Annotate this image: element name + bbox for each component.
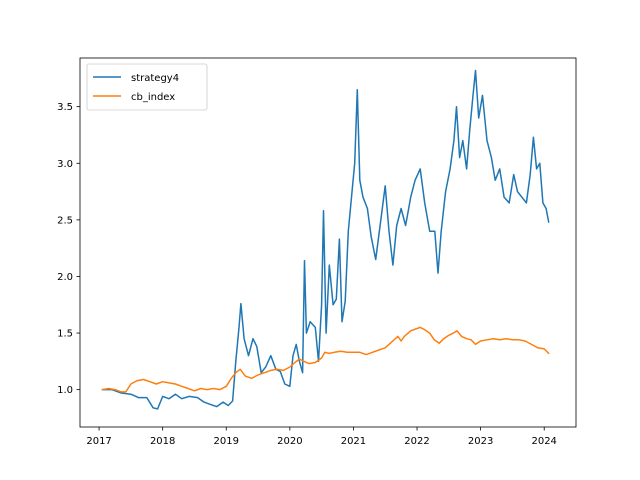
- series-layer: [101, 69, 550, 410]
- legend-box: [86, 63, 208, 111]
- legend: strategy4 cb_index: [86, 63, 208, 111]
- y-tick-label: 1.5: [57, 329, 73, 340]
- plot-frame: [79, 57, 577, 428]
- y-tick-label: 2.0: [57, 272, 73, 283]
- y-tick-label: 3.5: [57, 102, 73, 113]
- legend-label: cb_index: [131, 92, 175, 103]
- x-axis: 2017 2018 2019 2020 2021 2022 2023 2024: [86, 427, 557, 447]
- x-tick-label: 2024: [531, 436, 556, 447]
- x-tick-label: 2019: [214, 436, 239, 447]
- legend-label: strategy4: [131, 73, 179, 84]
- x-tick-label: 2021: [341, 436, 366, 447]
- y-tick-label: 3.0: [57, 159, 73, 170]
- plot-area: [80, 58, 576, 427]
- x-tick-label: 2023: [468, 436, 493, 447]
- y-tick-label: 1.0: [57, 385, 73, 396]
- series-line-strategy4: [101, 69, 550, 410]
- x-tick-label: 2022: [404, 436, 429, 447]
- x-tick-label: 2017: [86, 436, 111, 447]
- y-axis: 1.0 1.5 2.0 2.5 3.0 3.5: [57, 102, 80, 396]
- x-tick-label: 2018: [150, 436, 175, 447]
- x-tick-label: 2020: [277, 436, 302, 447]
- y-tick-label: 2.5: [57, 215, 73, 226]
- series-line-cb-index: [101, 326, 550, 393]
